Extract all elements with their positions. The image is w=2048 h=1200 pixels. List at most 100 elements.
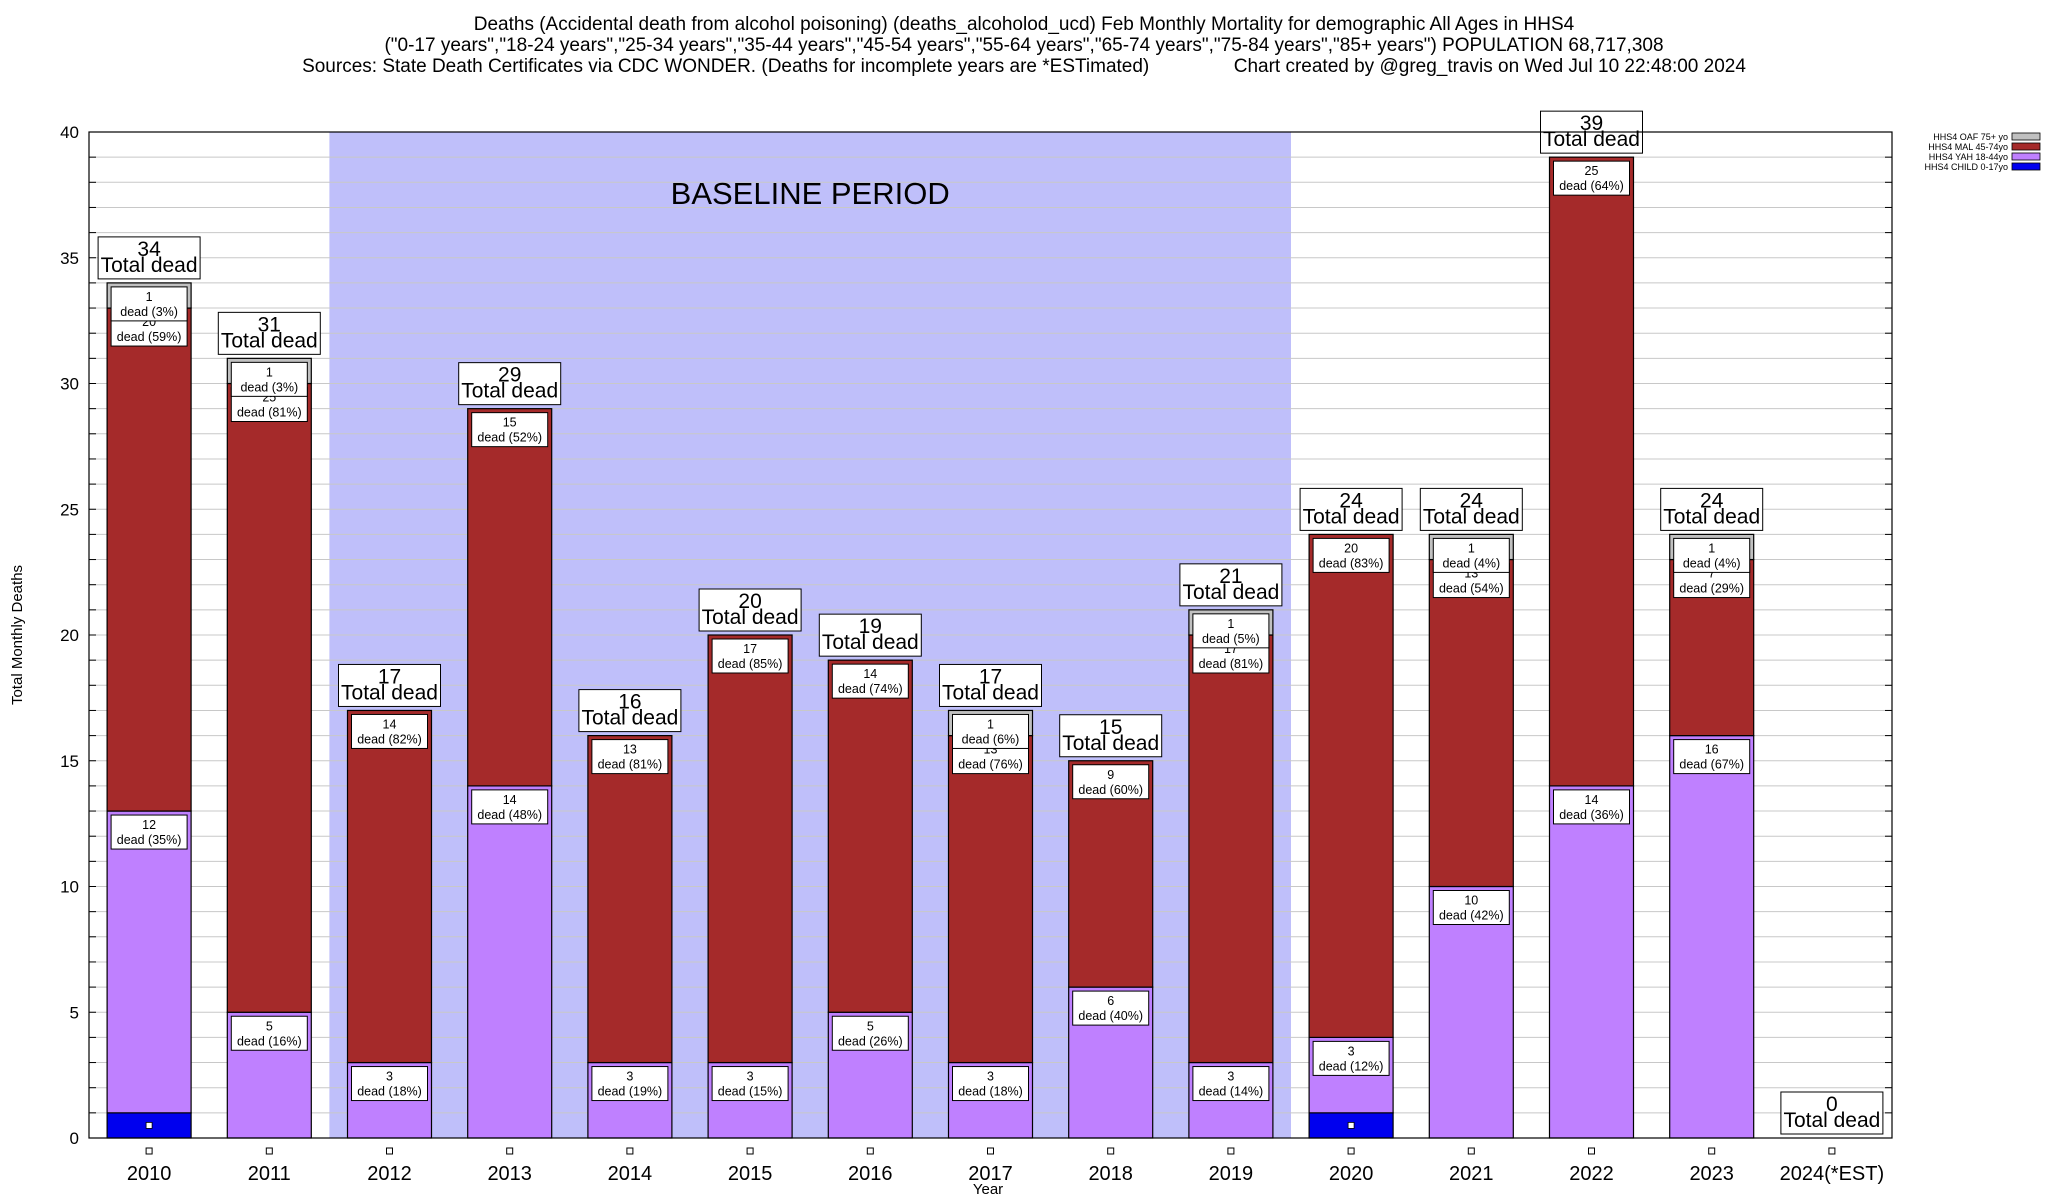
y-tick-label: 5 bbox=[70, 1003, 79, 1022]
segment-count-label: 14 bbox=[383, 717, 397, 731]
x-axis-label: Year bbox=[973, 1181, 1003, 1198]
x-tick-marker bbox=[1107, 1147, 1115, 1155]
segment-percent-label: dead (59%) bbox=[117, 330, 182, 344]
total-count-label: 15 bbox=[1099, 716, 1122, 739]
segment-percent-label: dead (6%) bbox=[962, 732, 1020, 746]
segment-percent-label: dead (26%) bbox=[838, 1034, 903, 1048]
total-count-label: 17 bbox=[378, 665, 401, 688]
segment-count-label: 5 bbox=[266, 1019, 273, 1033]
legend-label: HHS4 CHILD 0-17yo bbox=[1924, 162, 2008, 172]
segment-label-box bbox=[1072, 764, 1150, 800]
total-dead-label: Total dead bbox=[702, 606, 799, 629]
segment-percent-label: dead (81%) bbox=[1199, 657, 1264, 671]
total-label-box bbox=[1299, 487, 1403, 531]
segment-percent-label: dead (60%) bbox=[1078, 783, 1143, 797]
total-label-box bbox=[578, 689, 682, 733]
segment-percent-label: dead (15%) bbox=[718, 1085, 783, 1099]
segment-count-label: 3 bbox=[626, 1070, 633, 1084]
total-dead-label: Total dead bbox=[101, 254, 198, 277]
segment-count-label: 1 bbox=[1227, 617, 1234, 631]
segment-count-label: 1 bbox=[266, 365, 273, 379]
bar-segment bbox=[1669, 734, 1755, 1139]
segment-label-box bbox=[471, 412, 549, 448]
segment-label-box bbox=[110, 286, 188, 322]
bar-segment bbox=[346, 709, 433, 1064]
total-label-box bbox=[1179, 563, 1283, 607]
bar-segment bbox=[467, 408, 553, 787]
y-axis-label: Total Monthly Deaths bbox=[9, 565, 26, 705]
segment-percent-label: dead (16%) bbox=[237, 1034, 302, 1048]
segment-percent-label: dead (76%) bbox=[958, 758, 1023, 772]
segment-label-box bbox=[1312, 1040, 1390, 1076]
segment-label-box bbox=[230, 361, 308, 397]
bar-segment bbox=[1548, 785, 1635, 1139]
total-dead-label: Total dead bbox=[822, 631, 919, 654]
y-tick-label: 35 bbox=[60, 249, 79, 268]
x-tick-marker bbox=[1227, 1147, 1235, 1155]
total-count-label: 16 bbox=[618, 691, 641, 714]
segment-count-label: 14 bbox=[863, 667, 877, 681]
segment-count-label: 9 bbox=[1107, 768, 1114, 782]
segment-percent-label: dead (82%) bbox=[357, 732, 422, 746]
total-count-label: 29 bbox=[498, 364, 521, 387]
bar-segment bbox=[106, 307, 192, 812]
legend-swatch bbox=[2011, 142, 2041, 151]
total-label-box bbox=[1419, 487, 1523, 531]
total-label-box bbox=[939, 663, 1042, 707]
segment-percent-label: dead (3%) bbox=[240, 380, 298, 394]
x-tick-marker bbox=[626, 1147, 634, 1155]
segment-label-box bbox=[1553, 160, 1630, 196]
x-tick-label: 2019 bbox=[1209, 1163, 1254, 1185]
chart-title: Deaths (Accidental death from alcohol po… bbox=[0, 14, 2048, 77]
x-tick-marker bbox=[1467, 1147, 1475, 1155]
bar-segment bbox=[1308, 533, 1394, 1039]
x-tick-label: 2011 bbox=[248, 1163, 291, 1185]
bar-segment bbox=[226, 382, 312, 1013]
segment-label-box bbox=[952, 713, 1029, 749]
y-tick-label: 15 bbox=[60, 752, 79, 771]
segment-count-label: 3 bbox=[1227, 1070, 1234, 1084]
segment-percent-label: dead (54%) bbox=[1439, 582, 1504, 596]
segment-percent-label: dead (85%) bbox=[718, 657, 783, 671]
total-label-box bbox=[818, 613, 922, 657]
segment-label-box bbox=[1432, 537, 1510, 573]
segment-count-label: 17 bbox=[743, 642, 757, 656]
total-count-label: 0 bbox=[1826, 1093, 1838, 1116]
baseline-period-label: BASELINE PERIOD bbox=[671, 176, 950, 211]
bar-segment bbox=[827, 659, 913, 1013]
y-tick-label: 30 bbox=[60, 375, 79, 394]
segment-count-label: 3 bbox=[386, 1070, 393, 1084]
segment-count-label: 1 bbox=[1468, 541, 1475, 555]
segment-percent-label: dead (12%) bbox=[1319, 1059, 1384, 1073]
plot-frame bbox=[88, 131, 1893, 1139]
total-count-label: 31 bbox=[258, 313, 281, 336]
total-count-label: 34 bbox=[137, 238, 161, 261]
segment-label-box bbox=[831, 1015, 909, 1051]
x-tick-marker bbox=[386, 1147, 393, 1155]
total-count-label: 24 bbox=[1700, 489, 1724, 512]
segment-count-label: 1 bbox=[987, 717, 994, 731]
segment-count-label: 14 bbox=[503, 793, 517, 807]
segment-percent-label: dead (5%) bbox=[1202, 632, 1260, 646]
x-tick-label: 2018 bbox=[1088, 1163, 1133, 1185]
segment-percent-label: dead (36%) bbox=[1559, 808, 1624, 822]
x-tick-label: 2013 bbox=[487, 1163, 532, 1185]
x-tick-label: 2012 bbox=[367, 1163, 412, 1185]
segment-percent-label: dead (29%) bbox=[1679, 582, 1744, 596]
total-count-label: 21 bbox=[1219, 565, 1242, 588]
title-line-3: Sources: State Death Certificates via CD… bbox=[302, 56, 1746, 77]
segment-label-box bbox=[1673, 739, 1751, 775]
segment-count-label: 3 bbox=[987, 1070, 994, 1084]
x-tick-label: 2024(*EST) bbox=[1780, 1163, 1885, 1185]
x-tick-marker bbox=[1347, 1147, 1355, 1155]
title-line-1: Deaths (Accidental death from alcohol po… bbox=[473, 14, 1575, 35]
total-label-box bbox=[458, 362, 562, 406]
segment-label-box bbox=[230, 1015, 308, 1051]
segment-label-box bbox=[591, 1066, 669, 1102]
segment-count-label: 5 bbox=[867, 1019, 874, 1033]
total-label-box bbox=[1059, 714, 1163, 758]
x-tick-marker bbox=[1588, 1147, 1595, 1155]
child-marker bbox=[145, 1122, 153, 1129]
x-tick-label: 2022 bbox=[1569, 1163, 1614, 1185]
total-label-box bbox=[1780, 1091, 1884, 1135]
